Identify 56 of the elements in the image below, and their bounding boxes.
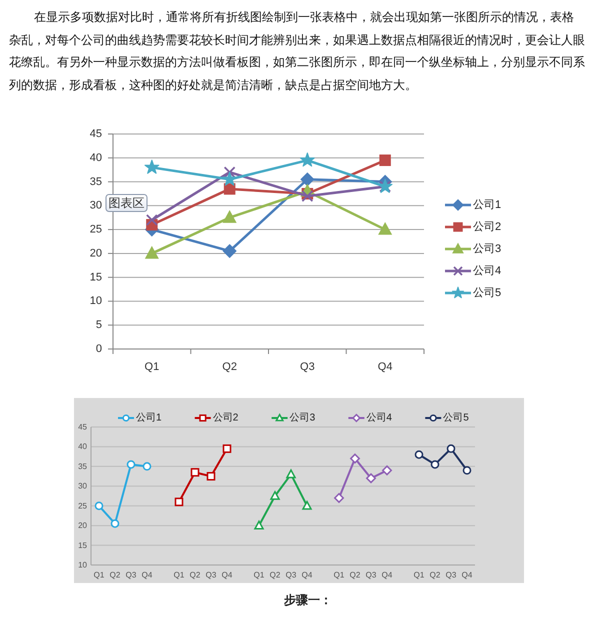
y-tick-label: 15: [78, 540, 88, 550]
y-tick-label: 0: [96, 343, 102, 355]
y-tick-label: 25: [78, 501, 88, 510]
x-tick-label: Q4: [302, 570, 313, 580]
y-tick-label: 35: [90, 176, 102, 188]
y-tick-label: 45: [78, 422, 88, 432]
legend-label: 公司1: [136, 412, 162, 424]
x-tick-label: Q2: [430, 570, 441, 580]
x-tick-label: Q3: [366, 570, 377, 580]
x-tick-label: Q4: [142, 570, 153, 580]
y-tick-label: 25: [90, 224, 102, 236]
x-tick-label: Q3: [206, 570, 217, 580]
x-tick-label: Q1: [414, 570, 425, 580]
x-tick-label: Q3: [126, 570, 137, 580]
x-tick-label: Q4: [462, 570, 473, 580]
x-tick-label: Q3: [446, 570, 457, 580]
x-tick-label: Q2: [110, 570, 121, 580]
y-tick-label: 10: [90, 295, 102, 308]
legend-label: 公司3: [290, 412, 316, 424]
x-tick-label: Q1: [174, 570, 185, 580]
y-tick-label: 40: [78, 442, 88, 452]
y-tick-label: 20: [78, 521, 88, 530]
x-tick-label: Q2: [190, 570, 201, 580]
x-tick-label: Q1: [144, 361, 160, 373]
y-tick-label: 10: [78, 560, 88, 570]
x-tick-label: Q3: [300, 361, 315, 373]
legend-label: 公司5: [473, 287, 502, 299]
y-tick-label: 45: [90, 128, 102, 140]
y-tick-label: 5: [96, 319, 102, 332]
x-tick-label: Q2: [222, 361, 237, 373]
legend-label: 公司4: [366, 412, 392, 424]
legend-label: 公司5: [443, 412, 470, 424]
tooltip: 图表区: [106, 194, 148, 212]
y-tick-label: 40: [90, 152, 102, 164]
legend-label: 公司1: [473, 199, 502, 211]
x-tick-label: Q1: [254, 570, 265, 580]
y-tick-label: 35: [78, 462, 88, 471]
x-tick-label: Q1: [94, 570, 105, 580]
x-tick-label: Q1: [334, 570, 345, 580]
x-tick-label: Q2: [270, 570, 281, 580]
y-tick-label: 30: [78, 482, 88, 491]
y-tick-label: 20: [90, 247, 102, 260]
y-tick-label: 15: [90, 271, 102, 284]
text: 步骤一：: [283, 593, 332, 607]
legend-label: 公司2: [212, 412, 239, 424]
legend-label: 公司3: [473, 243, 502, 255]
x-tick-label: Q2: [350, 570, 361, 580]
legend-label: 公司2: [473, 221, 502, 233]
x-tick-label: Q4: [222, 570, 233, 580]
x-tick-label: Q4: [382, 570, 393, 580]
legend-label: 公司4: [473, 265, 502, 277]
annotation: 图表区: [108, 196, 144, 210]
x-tick-label: Q3: [286, 570, 297, 580]
x-tick-label: Q4: [378, 361, 392, 373]
text: 在显示多项数据对比时，通常将所有折线图绘制到一张表格中，就会出现如第一张图所示的情况，表格杂乱，对每个公司的曲线趋势需要花较长时间才能辨别出来，如果遇上数据点相隔很近的情况时，更会让人眼花缭乱。有另外一种显示数据的方法叫做看板图，如第二张图所示，即在同一个纵坐标轴上，分别显示不同系列的数据，形成看板，这种图的好处就是简洁清晰，缺点是占据空间地方大。: [9, 9, 585, 94]
y-tick-label: 30: [90, 200, 102, 212]
